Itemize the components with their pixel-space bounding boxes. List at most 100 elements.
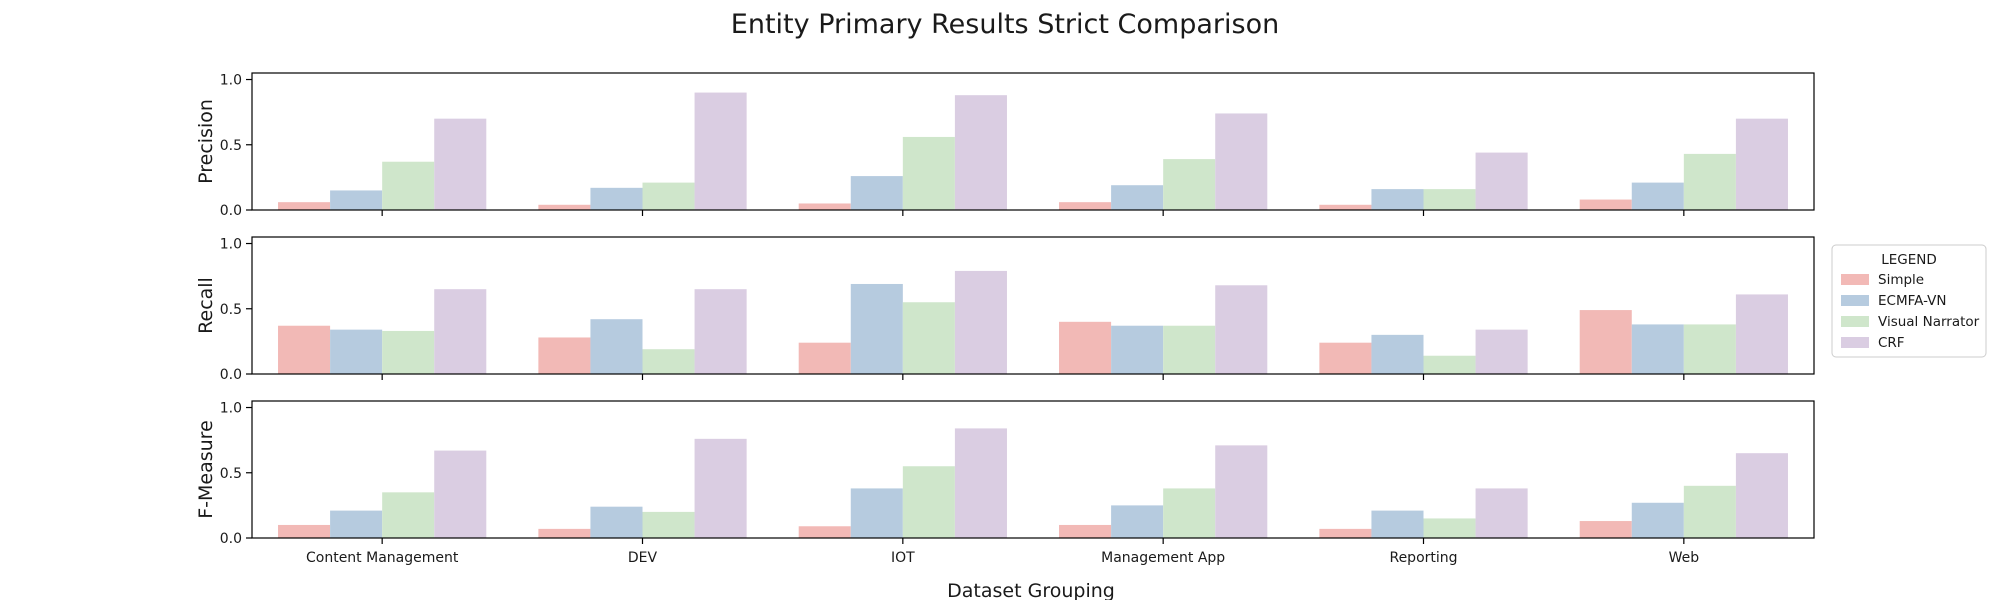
bar-precision-ecmfa-vn-1 (590, 187, 643, 210)
legend-swatch-crf (1841, 337, 1869, 348)
bar-precision-ecmfa-vn-0 (330, 190, 383, 210)
bar-f-measure-simple-4 (1319, 528, 1372, 538)
bar-f-measure-crf-4 (1475, 488, 1528, 538)
legend-swatch-simple (1841, 274, 1869, 285)
y-tick-label: 0.0 (220, 531, 242, 547)
bar-f-measure-simple-2 (798, 526, 851, 538)
bar-f-measure-simple-1 (538, 528, 591, 538)
bar-f-measure-crf-3 (1215, 445, 1268, 538)
chart-title: Entity Primary Results Strict Comparison (731, 9, 1279, 40)
panel-f-measure: 0.0 0.5 1.0 Content Management DEV IOT Managem… (195, 400, 1815, 566)
bar-f-measure-ecmfa-vn-0 (330, 510, 383, 538)
bar-precision-visual-narrator-0 (382, 161, 435, 210)
bar-precision-crf-2 (954, 95, 1007, 210)
bar-precision-visual-narrator-1 (642, 182, 695, 210)
bar-recall-visual-narrator-5 (1683, 324, 1736, 374)
bar-precision-simple-1 (538, 204, 591, 210)
y-tick-label: 0.0 (220, 367, 242, 383)
bar-recall-ecmfa-vn-2 (850, 283, 903, 374)
bar-precision-simple-3 (1059, 202, 1112, 210)
panel-frame (251, 400, 1815, 539)
bar-recall-crf-1 (694, 289, 747, 374)
x-tick-label: DEV (628, 550, 658, 566)
bar-f-measure-visual-narrator-1 (642, 511, 695, 538)
bar-recall-crf-4 (1475, 329, 1528, 374)
bar-f-measure-crf-1 (694, 438, 747, 538)
bar-precision-simple-2 (798, 203, 851, 210)
bar-precision-crf-1 (694, 92, 747, 210)
bar-recall-crf-5 (1735, 294, 1788, 374)
bar-precision-visual-narrator-3 (1163, 159, 1216, 210)
y-tick-label: 0.5 (220, 138, 242, 154)
bar-recall-simple-0 (278, 325, 331, 374)
legend-label-visual-narrator: Visual Narrator (1878, 314, 1980, 330)
y-tick-label: 0.5 (220, 302, 242, 318)
bar-precision-simple-0 (278, 202, 331, 210)
bar-recall-visual-narrator-2 (902, 302, 955, 374)
bar-f-measure-crf-2 (954, 428, 1007, 538)
bar-recall-visual-narrator-3 (1163, 325, 1216, 374)
bar-recall-simple-3 (1059, 321, 1112, 374)
bar-recall-simple-5 (1579, 310, 1632, 374)
bar-recall-ecmfa-vn-4 (1371, 334, 1424, 374)
bar-recall-visual-narrator-1 (642, 349, 695, 374)
legend-swatch-visual-narrator (1841, 316, 1869, 327)
panel-frame (251, 236, 1815, 375)
bar-f-measure-ecmfa-vn-5 (1631, 502, 1684, 538)
bar-precision-crf-3 (1215, 113, 1268, 210)
bar-f-measure-visual-narrator-3 (1163, 488, 1216, 538)
bar-f-measure-ecmfa-vn-2 (850, 488, 903, 538)
bar-precision-simple-4 (1319, 204, 1372, 210)
bar-recall-crf-2 (954, 270, 1007, 374)
bar-precision-ecmfa-vn-2 (850, 176, 903, 210)
bar-precision-ecmfa-vn-4 (1371, 189, 1424, 210)
x-tick-label: Management App (1101, 550, 1225, 566)
bar-f-measure-crf-5 (1735, 453, 1788, 538)
legend-label-simple: Simple (1878, 272, 1924, 288)
bar-precision-ecmfa-vn-5 (1631, 182, 1684, 210)
legend-label-ecmfa-vn: ECMFA-VN (1878, 293, 1946, 309)
bar-recall-visual-narrator-4 (1423, 355, 1476, 374)
legend-title: LEGEND (1881, 252, 1937, 268)
bar-f-measure-simple-3 (1059, 524, 1112, 538)
x-axis-label: Dataset Grouping (947, 580, 1115, 600)
bar-f-measure-simple-5 (1579, 521, 1632, 538)
bar-precision-crf-4 (1475, 152, 1528, 210)
bar-recall-visual-narrator-0 (382, 330, 435, 374)
bar-precision-visual-narrator-5 (1683, 153, 1736, 210)
bar-precision-simple-5 (1579, 199, 1632, 210)
legend: LEGEND Simple ECMFA-VN Visual Narrator CRF (1831, 244, 1987, 358)
bar-f-measure-visual-narrator-4 (1423, 518, 1476, 538)
y-tick-label: 0.0 (220, 203, 242, 219)
bar-recall-ecmfa-vn-0 (330, 329, 383, 374)
bar-f-measure-crf-0 (434, 450, 487, 538)
legend-box (1831, 244, 1987, 358)
x-tick-label: Reporting (1389, 550, 1457, 566)
bar-recall-simple-4 (1319, 342, 1372, 374)
bar-recall-crf-0 (434, 289, 487, 374)
y-axis-label-precision: Precision (195, 99, 217, 184)
bar-precision-crf-0 (434, 118, 487, 210)
y-tick-label: 1.0 (220, 401, 242, 417)
panel-recall: 0.0 0.5 1.0 Recall (195, 236, 1815, 383)
y-axis-label-recall: Recall (195, 277, 217, 334)
bar-f-measure-ecmfa-vn-1 (590, 506, 643, 538)
panels-group: 0.00.51.0Precision0.00.51.0Recall0.00.51… (195, 72, 1815, 566)
bar-recall-ecmfa-vn-3 (1111, 325, 1164, 374)
x-tick-label: Web (1669, 550, 1700, 566)
panel-frame (251, 72, 1815, 211)
y-tick-label: 1.0 (220, 237, 242, 253)
y-axis-label-f-measure: F-Measure (195, 420, 217, 519)
bar-recall-ecmfa-vn-1 (590, 319, 643, 374)
x-tick-label: IOT (891, 550, 915, 566)
bar-precision-visual-narrator-4 (1423, 189, 1476, 210)
bar-f-measure-ecmfa-vn-4 (1371, 510, 1424, 538)
bar-f-measure-visual-narrator-5 (1683, 485, 1736, 538)
bar-f-measure-ecmfa-vn-3 (1111, 505, 1164, 538)
bar-recall-crf-3 (1215, 285, 1268, 374)
y-tick-label: 0.5 (220, 466, 242, 482)
legend-swatch-ecmfa-vn (1841, 295, 1869, 306)
legend-label-crf: CRF (1878, 335, 1905, 351)
